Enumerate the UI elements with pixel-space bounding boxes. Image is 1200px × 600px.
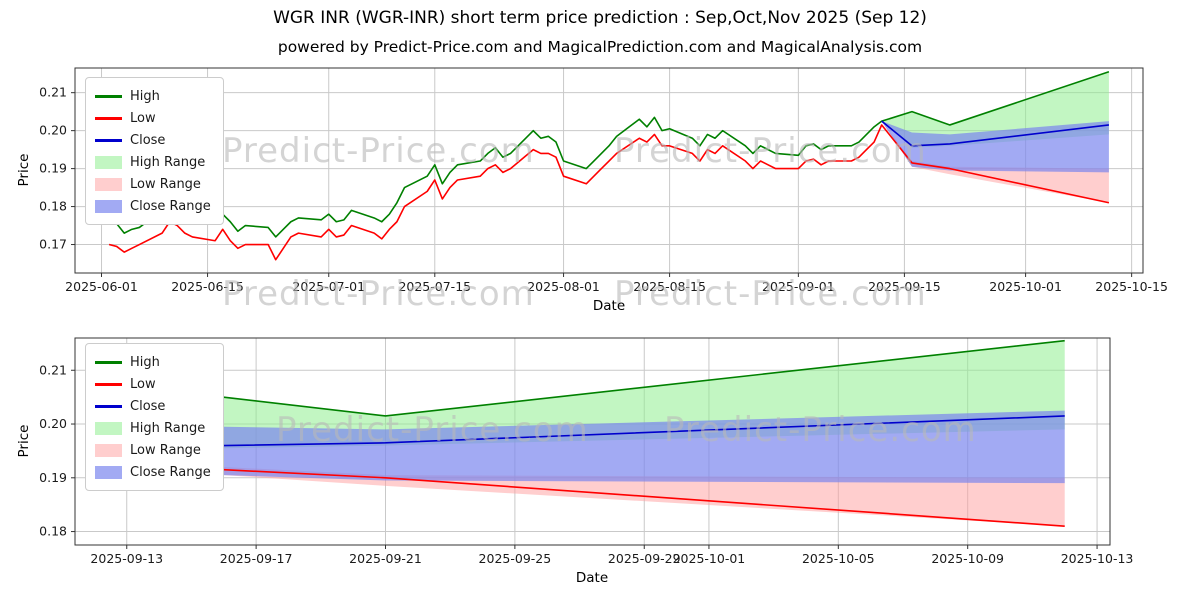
legend-top: High Low Close High Range Low Range Close Ran…	[85, 77, 224, 225]
plot-border	[74, 337, 1111, 546]
x-tick-label: 2025-09-13	[90, 551, 163, 566]
legend-item: Low	[95, 107, 211, 129]
patch-swatch	[95, 443, 122, 457]
x-axis-label-bottom: Date	[575, 570, 609, 586]
y-axis-label-top: Price	[16, 153, 32, 187]
y-tick-label: 0.21	[39, 85, 67, 100]
legend-item: Close	[95, 129, 211, 151]
legend-item: Close Range	[95, 195, 211, 217]
legend-item: Low Range	[95, 173, 211, 195]
legend-label: Close Range	[130, 464, 211, 480]
plot-border	[74, 67, 1144, 274]
y-tick-label: 0.20	[39, 123, 67, 138]
x-tick-label: 2025-06-15	[171, 279, 244, 294]
watermark: Predict-Price.com	[276, 410, 589, 450]
legend-item: High	[95, 351, 211, 373]
y-tick-label: 0.17	[39, 237, 67, 252]
y-tick-label: 0.18	[39, 524, 67, 539]
patch-swatch	[95, 199, 122, 213]
x-tick-label: 2025-09-17	[220, 551, 293, 566]
x-tick-label: 2025-10-05	[802, 551, 875, 566]
legend-item: Low Range	[95, 439, 211, 461]
legend-label: Close	[130, 132, 166, 148]
x-tick-label: 2025-09-21	[349, 551, 422, 566]
legend-item: Close Range	[95, 461, 211, 483]
x-tick-label: 2025-06-01	[65, 279, 138, 294]
legend-label: Close Range	[130, 198, 211, 214]
x-tick-label: 2025-10-09	[931, 551, 1004, 566]
watermark: Predict-Price.com	[222, 274, 535, 314]
x-tick-label: 2025-10-01	[673, 551, 746, 566]
y-tick-label: 0.20	[39, 416, 67, 431]
legend-label: Low	[130, 110, 156, 126]
patch-swatch	[95, 177, 122, 191]
tick-marks	[71, 92, 1133, 277]
legend-label: Low Range	[130, 176, 201, 192]
chart-subtitle: powered by Predict-Price.com and Magical…	[277, 38, 923, 56]
x-tick-label: 2025-07-15	[398, 279, 471, 294]
legend-label: Close	[130, 398, 166, 414]
legend-item: High Range	[95, 151, 211, 173]
y-axis-label-bottom: Price	[16, 424, 32, 458]
x-tick-label: 2025-09-25	[479, 551, 552, 566]
legend-label: High Range	[130, 154, 206, 170]
legend-item: Close	[95, 395, 211, 417]
band-close-range	[94, 410, 1065, 484]
patch-swatch	[95, 155, 122, 169]
series-close	[881, 120, 1110, 147]
line-swatch	[95, 138, 122, 142]
x-tick-label: 2025-08-15	[633, 279, 706, 294]
y-tick-label: 0.21	[39, 362, 67, 377]
legend-label: Low Range	[130, 442, 201, 458]
watermark: Predict-Price.com	[614, 131, 927, 171]
legend-label: High	[130, 354, 160, 370]
line-swatch	[95, 94, 122, 98]
series-high	[108, 71, 1110, 238]
y-tick-label: 0.18	[39, 199, 67, 214]
band-low-range	[94, 410, 1065, 527]
x-tick-label: 2025-08-01	[527, 279, 600, 294]
line-swatch	[95, 404, 122, 408]
legend-label: High Range	[130, 420, 206, 436]
x-tick-label: 2025-10-01	[989, 279, 1062, 294]
line-swatch	[95, 116, 122, 120]
line-swatch	[95, 360, 122, 364]
x-tick-label: 2025-09-01	[762, 279, 835, 294]
band-low-range	[881, 121, 1109, 203]
band-close-range	[881, 121, 1109, 173]
legend-item: High Range	[95, 417, 211, 439]
x-tick-label: 2025-09-29	[608, 551, 681, 566]
legend-item: Low	[95, 373, 211, 395]
patch-swatch	[95, 421, 122, 435]
x-tick-label: 2025-07-01	[292, 279, 365, 294]
chart-title: WGR INR (WGR-INR) short term price predi…	[273, 8, 927, 28]
watermark: Predict-Price.com	[614, 274, 927, 314]
legend-item: High	[95, 85, 211, 107]
y-tick-label: 0.19	[39, 470, 67, 485]
x-tick-label: 2025-10-13	[1061, 551, 1134, 566]
x-tick-label: 2025-10-15	[1095, 279, 1168, 294]
tick-marks	[71, 369, 1098, 549]
line-swatch	[95, 382, 122, 386]
legend-label: High	[130, 88, 160, 104]
legend-bottom: High Low Close High Range Low Range Close Ran…	[85, 343, 224, 491]
legend-label: Low	[130, 376, 156, 392]
watermark: Predict-Price.com	[222, 131, 535, 171]
x-tick-label: 2025-09-15	[868, 279, 941, 294]
patch-swatch	[95, 465, 122, 479]
series-low	[108, 124, 1110, 261]
watermark: Predict-Price.com	[664, 410, 977, 450]
y-tick-label: 0.19	[39, 161, 67, 176]
x-axis-label-top: Date	[592, 298, 626, 314]
